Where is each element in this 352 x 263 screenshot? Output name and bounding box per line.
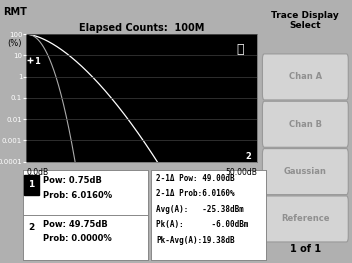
Text: 2-1Δ Pow: 49.00dB: 2-1Δ Pow: 49.00dB xyxy=(156,174,234,183)
Text: Pk-Avg(A):19.38dB: Pk-Avg(A):19.38dB xyxy=(156,236,234,245)
Bar xyxy=(24,175,38,195)
Text: Pk(A):      -6.00dBm: Pk(A): -6.00dBm xyxy=(156,220,249,229)
Text: Reference: Reference xyxy=(281,214,329,223)
Text: ⛹: ⛹ xyxy=(236,43,244,55)
Text: Trace Display
Select: Trace Display Select xyxy=(271,11,339,30)
Text: Gaussian: Gaussian xyxy=(284,167,327,176)
Text: 0.0dB: 0.0dB xyxy=(26,168,49,177)
FancyBboxPatch shape xyxy=(263,101,348,147)
FancyBboxPatch shape xyxy=(263,196,348,242)
FancyBboxPatch shape xyxy=(263,149,348,195)
Text: RMT: RMT xyxy=(3,7,27,17)
Text: 2-1Δ Prob:6.0160%: 2-1Δ Prob:6.0160% xyxy=(156,189,234,198)
Text: 2: 2 xyxy=(245,152,251,161)
Text: 2: 2 xyxy=(28,223,34,232)
Text: 50.00dB: 50.00dB xyxy=(225,168,257,177)
Title: Elapsed Counts:  100M: Elapsed Counts: 100M xyxy=(79,23,205,33)
Text: 1 of 1: 1 of 1 xyxy=(290,244,321,254)
Text: Prob: 6.0160%: Prob: 6.0160% xyxy=(43,190,112,200)
Text: 1: 1 xyxy=(28,180,34,189)
Text: Chan A: Chan A xyxy=(289,72,322,81)
FancyBboxPatch shape xyxy=(263,54,348,100)
Text: (%): (%) xyxy=(7,39,21,48)
Text: Prob: 0.0000%: Prob: 0.0000% xyxy=(43,234,112,243)
Text: 1: 1 xyxy=(33,57,39,66)
Text: Avg(A):   -25.38dBm: Avg(A): -25.38dBm xyxy=(156,205,244,214)
Text: Pow: 0.75dB: Pow: 0.75dB xyxy=(43,176,102,185)
Text: Pow: 49.75dB: Pow: 49.75dB xyxy=(43,220,108,229)
Text: Chan B: Chan B xyxy=(289,120,322,129)
